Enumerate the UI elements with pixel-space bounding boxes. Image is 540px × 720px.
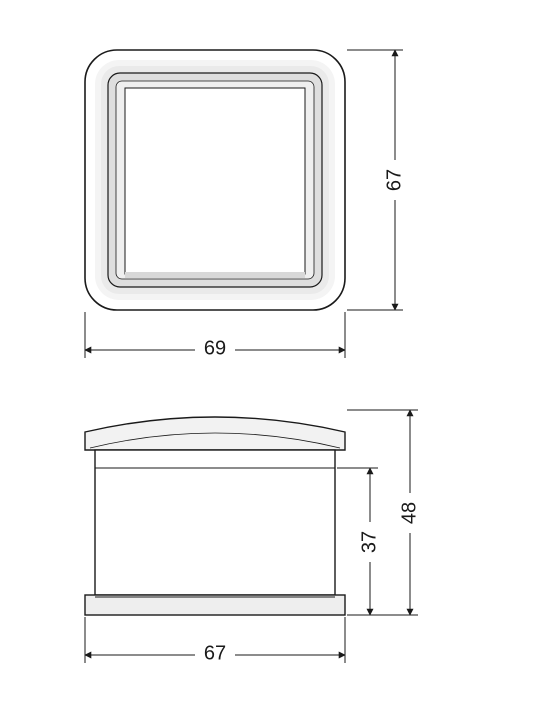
dim-front-height: 67 — [347, 50, 408, 310]
side-cap — [85, 417, 345, 450]
dim-side-total-height: 48 — [347, 410, 423, 615]
dim-front-width-label: 69 — [204, 337, 226, 359]
dim-side-width-label: 67 — [204, 642, 226, 664]
side-base — [85, 595, 345, 615]
dim-side-width: 67 — [85, 617, 345, 667]
front-view — [85, 50, 345, 310]
dim-front-height-label: 67 — [383, 169, 405, 191]
dim-side-body-height: 37 — [337, 468, 418, 615]
dim-side-total-height-label: 48 — [398, 502, 420, 524]
front-center-panel — [125, 88, 305, 274]
dim-front-width: 69 — [85, 312, 345, 362]
dim-side-body-height-label: 37 — [358, 531, 380, 553]
side-body — [95, 450, 335, 595]
side-view — [85, 417, 345, 615]
